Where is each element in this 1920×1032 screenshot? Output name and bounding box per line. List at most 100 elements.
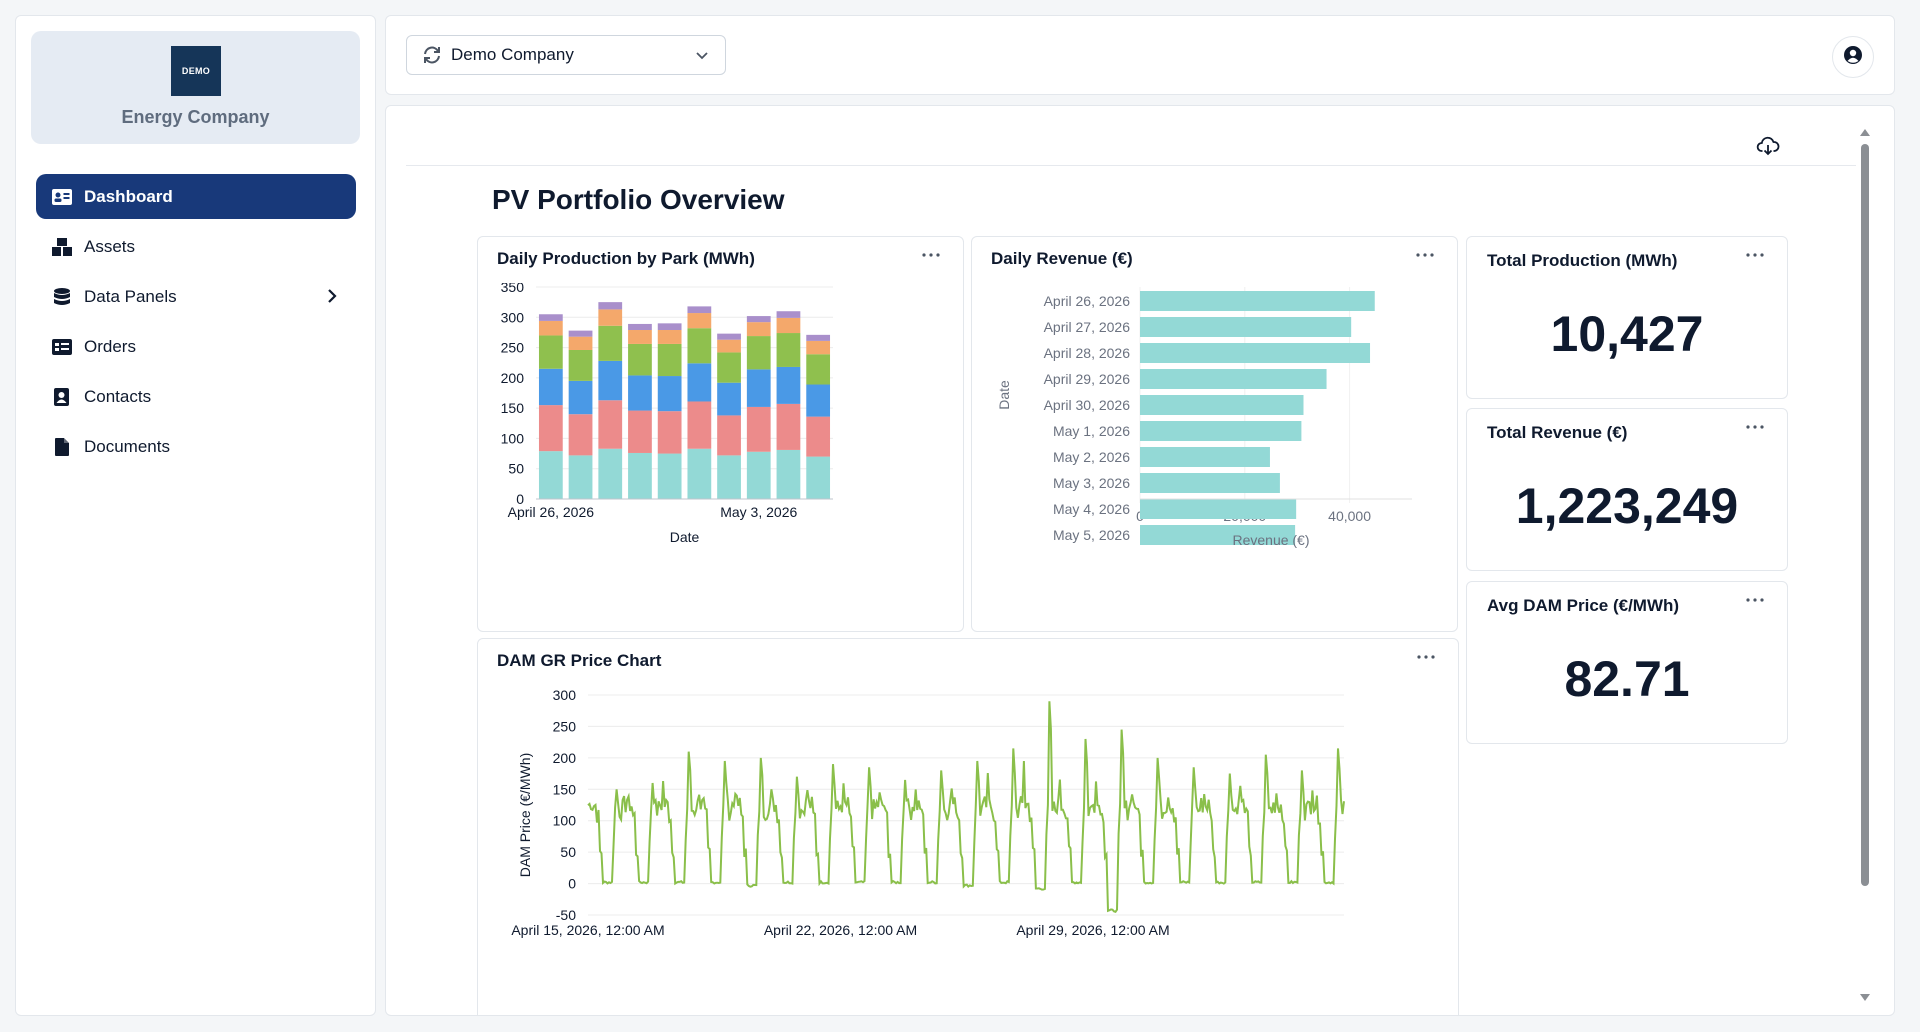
x-tick-label: May 3, 2026	[720, 504, 797, 520]
user-menu-button[interactable]	[1832, 36, 1874, 78]
more-options-icon[interactable]	[1413, 247, 1437, 263]
price-chart-card: DAM GR Price Chart -50 0 50 100 150 200 250 300…	[477, 638, 1459, 1015]
stacked-bar-segment	[806, 384, 831, 417]
stacked-bar-segment	[717, 455, 741, 499]
y-tick-label: April 26, 2026	[1044, 293, 1131, 309]
dashboard-panel: PV Portfolio Overview Daily Production b…	[385, 105, 1895, 1016]
stacked-bar-segment	[628, 375, 652, 411]
stacked-bar-segment	[598, 360, 623, 401]
cloud-download-icon[interactable]	[1756, 134, 1780, 158]
dam-price-line-chart: -50 0 50 100 150 200 250 300 April 15, 2026, 12:…	[511, 687, 1345, 938]
stacked-bar-segment	[776, 333, 801, 367]
kpi-title: Total Revenue (€)	[1487, 423, 1628, 442]
stacked-bar-segment	[806, 456, 831, 499]
page-title: PV Portfolio Overview	[492, 184, 785, 215]
y-tick-label: 200	[553, 750, 577, 766]
user-circle-icon	[1843, 45, 1863, 70]
stacked-bar-segment	[538, 368, 563, 406]
kpi-card-avg-dam-price: Avg DAM Price (€/MWh) 82.71	[1466, 581, 1788, 744]
stacked-bar-segment	[687, 363, 712, 402]
y-axis-title: DAM Price (€/MWh)	[517, 753, 533, 877]
more-options-icon[interactable]	[1414, 649, 1438, 665]
stacked-bar-segment	[806, 334, 831, 341]
stacked-bar-segment	[657, 453, 682, 499]
x-tick-label: 40,000	[1328, 508, 1371, 524]
x-tick-label: April 29, 2026, 12:00 AM	[1016, 922, 1169, 938]
sidebar-item-label: Data Panels	[84, 286, 177, 306]
chevron-right-icon[interactable]	[322, 286, 342, 306]
address-book-icon	[52, 387, 72, 407]
more-options-icon[interactable]	[1743, 247, 1767, 263]
sidebar-item-contacts[interactable]: Contacts	[36, 374, 356, 419]
scrollbar-thumb[interactable]	[1861, 144, 1869, 886]
stacked-bar-segment	[568, 349, 593, 381]
stacked-bar-segment	[687, 328, 712, 364]
x-tick-label: April 22, 2026, 12:00 AM	[764, 922, 917, 938]
sidebar-item-label: Contacts	[84, 386, 152, 406]
revenue-bar	[1140, 499, 1297, 519]
card-title: DAM GR Price Chart	[497, 651, 662, 670]
scroll-up-arrow-icon[interactable]	[1859, 126, 1871, 138]
stacked-bar-segment	[776, 317, 801, 334]
production-stacked-bar-chart: 0 50 100 150 200 250 300 350 April 26, 2026 May 3…	[501, 283, 833, 545]
stacked-bar-segment	[598, 325, 623, 361]
more-options-icon[interactable]	[919, 247, 943, 263]
y-tick-label: -50	[556, 907, 576, 923]
stacked-bar-segment	[776, 366, 801, 404]
stacked-bar-segment	[657, 376, 682, 412]
y-tick-label: 300	[553, 687, 577, 703]
stacked-bar-segment	[538, 451, 563, 499]
stacked-bar-segment	[657, 323, 682, 331]
y-tick-label: May 4, 2026	[1053, 501, 1130, 517]
stacked-bar-segment	[746, 406, 771, 452]
company-logo: DEMO	[171, 46, 221, 96]
stacked-bar-segment	[717, 382, 741, 416]
stacked-bar-segment	[776, 311, 801, 318]
stacked-bar-segment	[717, 352, 741, 383]
stacked-bar-segment	[598, 448, 623, 499]
sidebar-item-data-panels[interactable]: Data Panels	[36, 274, 356, 319]
price-series-line	[587, 701, 1345, 913]
stacked-bar-segment	[806, 354, 831, 385]
scrollbar[interactable]	[1859, 126, 1871, 1006]
y-tick-label: 0	[568, 876, 576, 892]
stacked-bar-segment	[717, 333, 741, 340]
stacked-bar-segment	[538, 320, 563, 336]
stacked-bar-segment	[628, 452, 652, 499]
card-title: Daily Production by Park (MWh)	[497, 249, 755, 268]
sidebar-item-dashboard[interactable]: Dashboard	[36, 174, 356, 219]
revenue-bar	[1140, 447, 1270, 467]
stacked-bar-segment	[628, 323, 652, 331]
more-options-icon[interactable]	[1743, 419, 1767, 435]
more-options-icon[interactable]	[1743, 592, 1767, 608]
sidebar-item-label: Orders	[84, 336, 136, 356]
y-tick-label: 350	[501, 283, 525, 295]
sidebar-item-assets[interactable]: Assets	[36, 224, 356, 269]
revenue-bar	[1140, 473, 1280, 493]
scroll-down-arrow-icon[interactable]	[1859, 992, 1871, 1004]
sidebar-item-documents[interactable]: Documents	[36, 424, 356, 469]
y-tick-label: 250	[501, 340, 525, 356]
chevron-down-icon	[693, 46, 711, 64]
stacked-bar-segment	[628, 343, 652, 376]
sidebar: DEMO Energy Company Dashboard Assets Dat…	[15, 15, 376, 1016]
y-tick-label: April 27, 2026	[1044, 319, 1131, 335]
stacked-bar-segment	[746, 316, 771, 323]
stacked-bar-segment	[687, 448, 712, 499]
stacked-bar-segment	[717, 339, 741, 353]
stacked-bar-segment	[628, 410, 652, 453]
card-title: Daily Revenue (€)	[991, 249, 1133, 268]
kpi-title: Avg DAM Price (€/MWh)	[1487, 596, 1680, 615]
production-chart-card: Daily Production by Park (MWh) 0 50 100 150…	[477, 236, 964, 632]
sidebar-item-orders[interactable]: Orders	[36, 324, 356, 369]
stacked-bar-segment	[746, 322, 771, 337]
database-icon	[52, 287, 72, 307]
kpi-title: Total Production (MWh)	[1487, 251, 1678, 270]
stacked-bar-segment	[657, 343, 682, 377]
company-select[interactable]: Demo Company	[406, 35, 726, 75]
stacked-bar-segment	[598, 400, 623, 449]
stacked-bar-segment	[568, 455, 593, 499]
y-tick-label: May 3, 2026	[1053, 475, 1130, 491]
